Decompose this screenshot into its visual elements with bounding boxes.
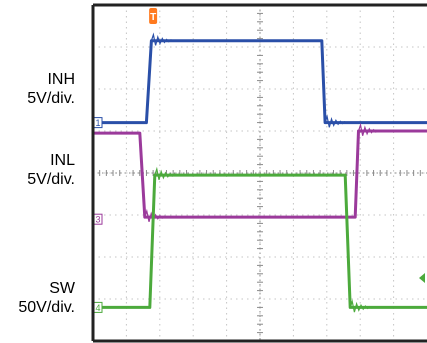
sw-ringing (349, 299, 381, 313)
inl-scale: 5V/div. (27, 171, 75, 188)
inl-ringing (357, 122, 390, 136)
inh-ringing (150, 32, 183, 46)
inh-channel-name: INH (47, 71, 75, 88)
trigger-level-indicator (419, 273, 425, 283)
sw-channel-number: 4 (95, 303, 100, 313)
sw-ringing (154, 166, 186, 180)
inl-channel-name: INL (50, 152, 75, 169)
inl-ringing (144, 208, 176, 222)
sw-scale: 50V/div. (18, 299, 75, 316)
inl-channel-number: 3 (95, 215, 100, 225)
trigger-marker-symbol: T (150, 12, 156, 23)
inh-channel-number: 1 (95, 118, 100, 128)
inh-label: INH 5V/div. (27, 70, 75, 108)
inh-ringing (324, 114, 356, 128)
waveform-traces (93, 32, 427, 313)
sw-label: SW 50V/div. (18, 279, 75, 317)
inl-label: INL 5V/div. (27, 151, 75, 189)
sw-trace (93, 173, 427, 309)
sw-channel-name: SW (49, 280, 75, 297)
inh-scale: 5V/div. (27, 90, 75, 107)
trigger-marker (149, 8, 158, 24)
